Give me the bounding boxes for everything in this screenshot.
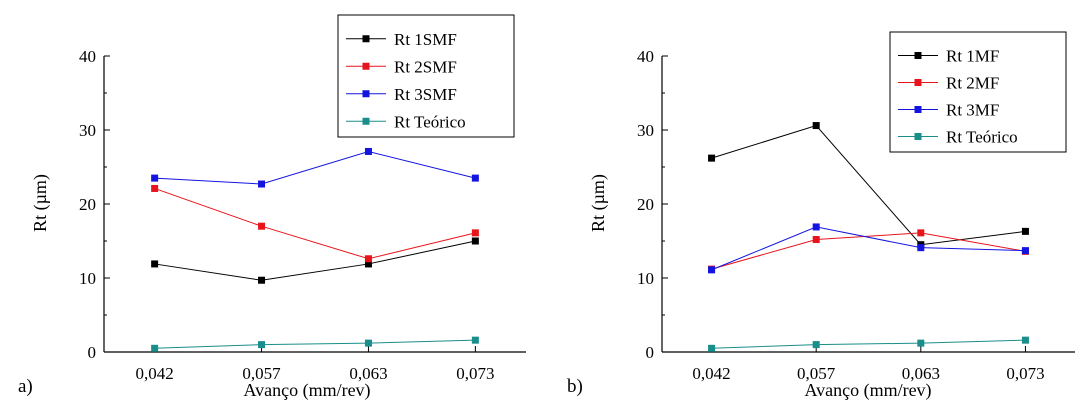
data-point — [364, 255, 372, 263]
y-axis-label: Rt (µm) — [588, 174, 609, 232]
plot-area: 0 10 20 30 40 0,042 0,057 0,063 0,073 — [79, 47, 526, 383]
data-point — [364, 260, 372, 268]
series-line-2 — [154, 187, 476, 260]
legend-swatch-marker — [914, 133, 922, 140]
y-axis-label: Rt (µm) — [30, 174, 51, 232]
x-tick-label: 0,057 — [797, 364, 836, 383]
y-tick-label: 10 — [79, 269, 96, 288]
data-point — [151, 184, 159, 192]
data-point — [1021, 247, 1029, 255]
series-line-4 — [154, 339, 476, 349]
series-line-3 — [711, 226, 1026, 271]
legend-swatch-marker — [362, 90, 370, 98]
data-point — [917, 339, 925, 347]
data-point — [1021, 227, 1029, 235]
data-point — [812, 236, 820, 244]
x-tick-label: 0,042 — [692, 364, 730, 383]
data-point — [708, 266, 716, 274]
data-point — [151, 344, 159, 352]
legend-entry: Rt 3MF — [946, 101, 999, 120]
y-tick-label: 20 — [637, 195, 654, 214]
data-point — [471, 174, 479, 182]
y-tick-label: 10 — [637, 269, 654, 288]
legend: Rt 1SMF Rt 2SMF Rt 3SMF Rt Teórico — [337, 14, 515, 138]
x-axis-label: Avanço (mm/rev) — [804, 380, 931, 401]
y-tick-label: 40 — [79, 47, 96, 66]
data-point — [471, 237, 479, 245]
x-tick-label: 0,073 — [1006, 364, 1044, 383]
x-tick-label: 0,063 — [902, 364, 940, 383]
legend-entry: Rt 2SMF — [394, 57, 457, 76]
data-point — [471, 336, 479, 344]
y-tick-label: 20 — [79, 195, 96, 214]
legend-swatch-marker — [362, 62, 370, 70]
data-point — [917, 244, 925, 252]
data-point — [917, 229, 925, 237]
data-point — [258, 222, 266, 230]
chart-panel-a: a) Avanço (mm/rev) Rt (µm) 0 10 20 30 40 0,04… — [18, 14, 526, 401]
x-tick-label: 0,057 — [242, 364, 281, 383]
legend-entry: Rt 3SMF — [394, 85, 457, 104]
legend-entry: Rt 1MF — [946, 47, 999, 66]
series-line-3 — [154, 150, 476, 185]
legend-swatch-marker — [914, 52, 922, 59]
data-point — [812, 223, 820, 231]
data-point — [708, 344, 716, 352]
series-line-1 — [711, 124, 1026, 246]
data-point — [258, 341, 266, 349]
legend-entry: Rt 2MF — [946, 74, 999, 93]
x-axis-label: Avanço (mm/rev) — [243, 380, 370, 401]
plot-area: 0 10 20 30 40 0,042 0,057 0,063 0,073 — [637, 47, 1075, 383]
data-point — [151, 174, 159, 182]
data-point — [151, 260, 159, 268]
legend-swatch-marker — [914, 79, 922, 86]
y-tick-label: 0 — [646, 343, 655, 362]
legend-entry: Rt Teórico — [946, 128, 1018, 147]
x-tick-label: 0,042 — [136, 364, 174, 383]
series-line-2 — [711, 232, 1026, 270]
legend-swatch-marker — [362, 117, 370, 125]
data-point — [812, 122, 820, 130]
y-tick-label: 30 — [79, 121, 96, 140]
x-tick-label: 0,063 — [349, 364, 387, 383]
legend-entry: Rt Teórico — [394, 112, 466, 131]
panel-label: b) — [567, 376, 583, 397]
data-point — [364, 147, 372, 155]
series-line-4 — [711, 339, 1026, 349]
data-point — [812, 341, 820, 349]
data-point — [1021, 336, 1029, 344]
x-tick-label: 0,073 — [456, 364, 494, 383]
data-point — [471, 229, 479, 237]
legend: Rt 1MF Rt 2MF Rt 3MF Rt Teórico — [889, 31, 1067, 153]
data-point — [364, 339, 372, 347]
legend-swatch-marker — [914, 106, 922, 113]
legend-swatch-marker — [362, 35, 370, 43]
data-point — [708, 154, 716, 162]
data-point — [258, 276, 266, 284]
y-tick-label: 30 — [637, 121, 654, 140]
legend-entry: Rt 1SMF — [394, 30, 457, 49]
chart-panel-b: b) Avanço (mm/rev) Rt (µm) 0 10 20 30 40 0,04… — [567, 31, 1075, 401]
data-point — [258, 180, 266, 188]
series-line-1 — [154, 240, 476, 281]
panel-label: a) — [18, 376, 33, 397]
y-tick-label: 0 — [88, 343, 97, 362]
y-tick-label: 40 — [637, 47, 654, 66]
